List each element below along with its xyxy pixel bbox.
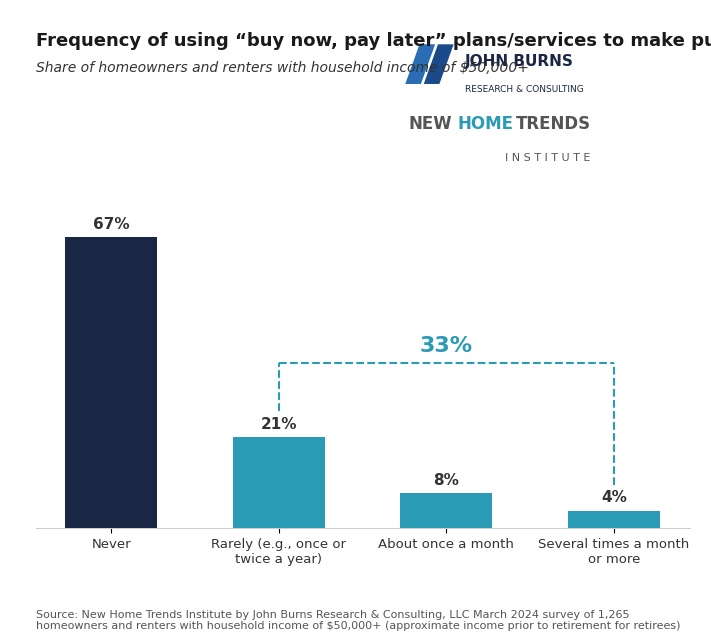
Text: NEW: NEW xyxy=(408,115,451,133)
Text: Share of homeowners and renters with household income of $50,000+: Share of homeowners and renters with hou… xyxy=(36,61,528,75)
Text: Frequency of using “buy now, pay later” plans/services to make purchases: Frequency of using “buy now, pay later” … xyxy=(36,32,711,50)
Polygon shape xyxy=(405,44,435,84)
Text: I N S T I T U T E: I N S T I T U T E xyxy=(505,153,590,163)
Bar xyxy=(400,493,493,528)
Text: Source: New Home Trends Institute by John Burns Research & Consulting, LLC March: Source: New Home Trends Institute by Joh… xyxy=(36,609,680,631)
Bar xyxy=(568,511,660,528)
Polygon shape xyxy=(424,44,454,84)
Text: 67%: 67% xyxy=(93,216,129,232)
Text: TRENDS: TRENDS xyxy=(516,115,592,133)
Text: HOME: HOME xyxy=(458,115,514,133)
Text: 21%: 21% xyxy=(261,417,297,431)
Bar xyxy=(232,437,325,528)
Text: JOHN BURNS: JOHN BURNS xyxy=(465,54,574,69)
Text: 33%: 33% xyxy=(419,336,473,356)
Bar xyxy=(65,237,157,528)
Text: RESEARCH & CONSULTING: RESEARCH & CONSULTING xyxy=(465,85,584,94)
Text: 4%: 4% xyxy=(601,491,627,506)
Text: 8%: 8% xyxy=(434,473,459,488)
